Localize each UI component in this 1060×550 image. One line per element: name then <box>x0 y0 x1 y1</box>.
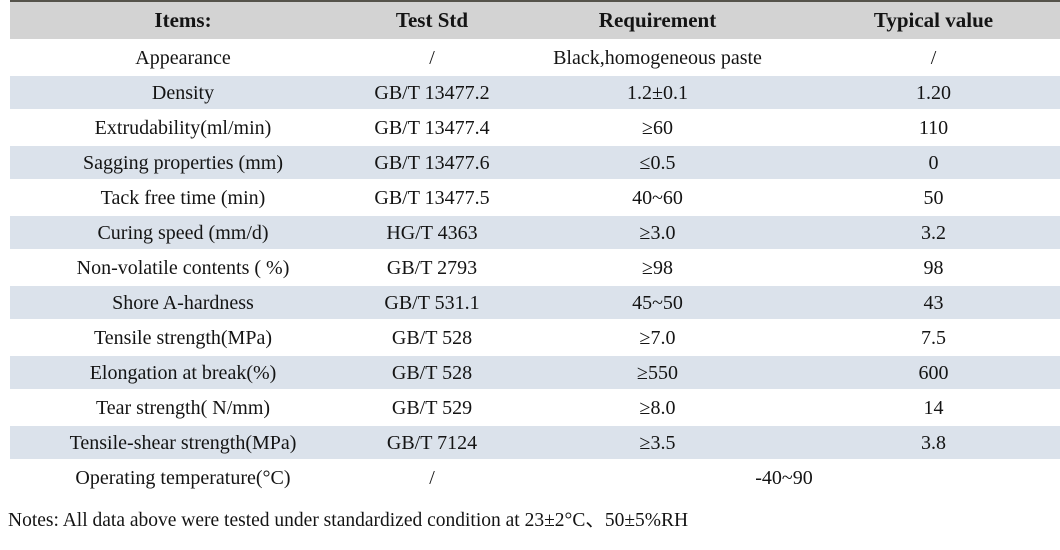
req-cell: ≥3.0 <box>508 214 807 250</box>
std-cell: GB/T 528 <box>356 354 508 390</box>
typ-cell: 3.8 <box>807 424 1060 460</box>
typ-cell: 1.20 <box>807 74 1060 110</box>
table-row: Curing speed (mm/d) HG/T 4363 ≥3.0 3.2 <box>10 214 1060 250</box>
item-cell: Shore A-hardness <box>10 284 356 320</box>
item-cell: Sagging properties (mm) <box>10 144 356 180</box>
std-cell: GB/T 528 <box>356 319 508 355</box>
typ-cell: / <box>807 39 1060 75</box>
item-cell: Elongation at break(%) <box>10 354 356 390</box>
table-row: Tensile strength(MPa) GB/T 528 ≥7.0 7.5 <box>10 319 1060 355</box>
item-cell: Density <box>10 74 356 110</box>
std-cell: GB/T 13477.4 <box>356 109 508 145</box>
req-cell: ≥7.0 <box>508 319 807 355</box>
item-cell: Tensile strength(MPa) <box>10 319 356 355</box>
typ-cell: 110 <box>807 109 1060 145</box>
typ-cell: 7.5 <box>807 319 1060 355</box>
table-row: Operating temperature(°C) / -40~90 <box>10 459 1060 494</box>
spec-table: Items: Test Std Requirement Typical valu… <box>10 0 1060 494</box>
req-cell: 45~50 <box>508 284 807 320</box>
req-cell: 1.2±0.1 <box>508 74 807 110</box>
req-cell: ≥60 <box>508 109 807 145</box>
notes-text: Notes: All data above were tested under … <box>8 510 689 531</box>
req-cell: ≥8.0 <box>508 389 807 425</box>
typ-cell: 43 <box>807 284 1060 320</box>
table-row: Appearance / Black,homogeneous paste / <box>10 39 1060 75</box>
typ-cell: 50 <box>807 179 1060 215</box>
table-row: Sagging properties (mm) GB/T 13477.6 ≤0.5 0 <box>10 144 1060 180</box>
typ-cell: 98 <box>807 249 1060 285</box>
item-cell: Non-volatile contents ( %) <box>10 249 356 285</box>
req-cell: ≥3.5 <box>508 424 807 460</box>
typ-cell: 14 <box>807 389 1060 425</box>
table-body: Appearance / Black,homogeneous paste / Densi… <box>10 39 1060 494</box>
table-header: Items: Test Std Requirement Typical valu… <box>10 1 1060 40</box>
typ-cell: 3.2 <box>807 214 1060 250</box>
std-cell: GB/T 13477.2 <box>356 74 508 110</box>
std-cell: / <box>356 39 508 75</box>
table-row: Elongation at break(%) GB/T 528 ≥550 600 <box>10 354 1060 390</box>
table-row: Extrudability(ml/min) GB/T 13477.4 ≥60 110 <box>10 109 1060 145</box>
table-row: Tensile-shear strength(MPa) GB/T 7124 ≥3.5… <box>10 424 1060 460</box>
std-cell: GB/T 531.1 <box>356 284 508 320</box>
std-cell: / <box>356 459 508 494</box>
std-cell: GB/T 7124 <box>356 424 508 460</box>
req-cell: Black,homogeneous paste <box>508 39 807 75</box>
typ-cell: 600 <box>807 354 1060 390</box>
req-cell: ≥550 <box>508 354 807 390</box>
req-cell: -40~90 <box>508 459 1060 494</box>
header-items: Items: <box>10 1 356 40</box>
req-cell: ≥98 <box>508 249 807 285</box>
item-cell: Tensile-shear strength(MPa) <box>10 424 356 460</box>
req-cell: 40~60 <box>508 179 807 215</box>
std-cell: GB/T 13477.6 <box>356 144 508 180</box>
table-row: Non-volatile contents ( %) GB/T 2793 ≥98 98 <box>10 249 1060 285</box>
header-requirement: Requirement <box>508 1 807 40</box>
req-cell: ≤0.5 <box>508 144 807 180</box>
std-cell: GB/T 13477.5 <box>356 179 508 215</box>
item-cell: Operating temperature(°C) <box>10 459 356 494</box>
table-row: Shore A-hardness GB/T 531.1 45~50 43 <box>10 284 1060 320</box>
header-typical-value: Typical value <box>807 1 1060 40</box>
std-cell: GB/T 2793 <box>356 249 508 285</box>
item-cell: Tack free time (min) <box>10 179 356 215</box>
std-cell: GB/T 529 <box>356 389 508 425</box>
table-row: Tear strength( N/mm) GB/T 529 ≥8.0 14 <box>10 389 1060 425</box>
table-row: Tack free time (min) GB/T 13477.5 40~60 50 <box>10 179 1060 215</box>
typ-cell: 0 <box>807 144 1060 180</box>
header-test-std: Test Std <box>356 1 508 40</box>
header-row: Items: Test Std Requirement Typical valu… <box>10 1 1060 40</box>
item-cell: Extrudability(ml/min) <box>10 109 356 145</box>
table-row: Density GB/T 13477.2 1.2±0.1 1.20 <box>10 74 1060 110</box>
item-cell: Tear strength( N/mm) <box>10 389 356 425</box>
item-cell: Curing speed (mm/d) <box>10 214 356 250</box>
item-cell: Appearance <box>10 39 356 75</box>
std-cell: HG/T 4363 <box>356 214 508 250</box>
